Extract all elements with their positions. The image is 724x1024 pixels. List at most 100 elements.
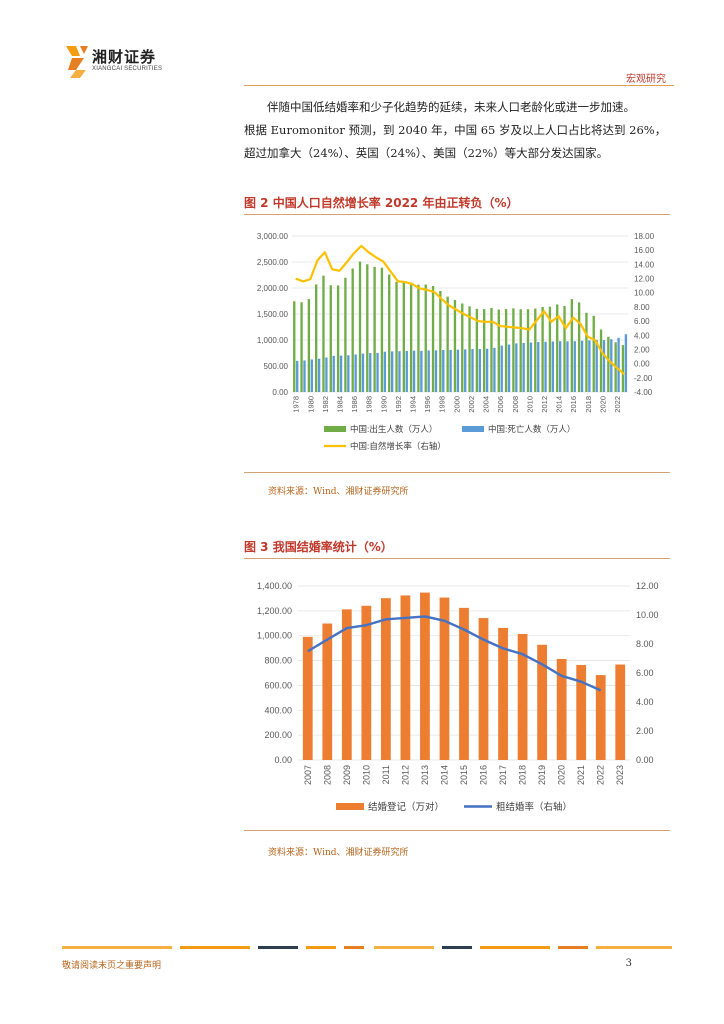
death-bar <box>478 349 481 392</box>
x-tick-label: 2006 <box>496 396 505 413</box>
death-bar <box>595 340 598 392</box>
y-right-tick-label: 0.00 <box>636 755 654 765</box>
paragraph-line: 根据 Euromonitor 预测，到 2040 年，中国 65 岁及以上人口占… <box>244 123 667 137</box>
x-tick-label: 2002 <box>467 396 476 413</box>
birth-bar <box>526 309 530 392</box>
death-bar <box>493 347 496 392</box>
birth-bar <box>497 309 500 392</box>
death-bar <box>325 357 328 392</box>
birth-bar <box>548 306 552 392</box>
figure2-bottom-rule <box>244 472 670 473</box>
x-tick-label: 2021 <box>576 765 586 785</box>
birth-bar <box>336 285 340 392</box>
marriage-bar <box>478 618 489 760</box>
y-left-tick-label: 1,000.00 <box>257 336 289 345</box>
x-tick-label: 2017 <box>498 765 508 785</box>
death-bar <box>427 350 430 392</box>
marriage-bar <box>361 605 372 760</box>
figure3-bottom-rule <box>244 830 670 831</box>
death-bar <box>442 350 445 392</box>
marriage-bar <box>595 675 606 760</box>
y-right-tick-label: 12.00 <box>634 275 655 284</box>
birth-bar <box>512 308 515 392</box>
figure2-source: 资料来源：Wind、湘财证券研究所 <box>268 487 409 497</box>
logo-mark-icon <box>66 46 88 78</box>
figure3-source: 资料来源：Wind、湘财证券研究所 <box>268 848 409 858</box>
y-right-tick-label: 14.00 <box>634 260 655 269</box>
y-left-tick-label: 200.00 <box>264 730 292 740</box>
x-tick-label: 2016 <box>569 396 578 413</box>
marriage-bar <box>420 592 430 760</box>
death-bar <box>398 351 401 392</box>
birth-bar <box>541 306 544 392</box>
birth-bar <box>519 309 522 392</box>
y-left-tick-label: 0.00 <box>274 755 292 765</box>
birth-bar <box>329 285 332 392</box>
y-right-tick-label: 0.00 <box>634 360 650 369</box>
birth-bar <box>621 345 625 392</box>
death-bar <box>310 359 313 392</box>
death-bar <box>602 340 606 392</box>
y-right-tick-label: 10.00 <box>634 289 655 298</box>
birth-bar <box>300 302 303 392</box>
y-right-tick-label: 4.00 <box>636 697 654 707</box>
x-tick-label: 2010 <box>361 765 371 785</box>
logo-text-cn: 湘财证券 <box>92 48 157 66</box>
death-bar <box>537 342 540 392</box>
x-tick-label: 2018 <box>518 765 528 785</box>
birth-bar <box>307 299 311 392</box>
legend-label: 中国:出生人数（万人） <box>350 424 437 434</box>
marriage-bar <box>498 627 508 760</box>
birth-bar <box>475 308 479 392</box>
death-bar <box>617 337 620 392</box>
y-left-tick-label: 800.00 <box>264 656 292 666</box>
death-bar <box>588 340 591 392</box>
legend-label: 粗结婚率（右轴） <box>496 801 572 813</box>
figure3-top-rule <box>244 558 670 559</box>
x-tick-label: 1988 <box>365 396 374 413</box>
footer-decorative-rule <box>62 946 672 949</box>
growth-rate-line <box>295 244 626 376</box>
death-bar <box>317 358 321 392</box>
death-bar <box>529 342 533 392</box>
y-right-tick-label: 6.00 <box>636 668 654 678</box>
birth-bar <box>592 315 595 392</box>
birth-bar <box>534 308 537 392</box>
death-bar <box>420 350 423 392</box>
marriage-bar <box>322 623 333 760</box>
company-logo: 湘财证券 XIANGCAI SECURITIES <box>62 42 172 82</box>
birth-bar <box>373 266 376 392</box>
marriage-bar <box>615 664 626 760</box>
x-tick-label: 1990 <box>379 396 388 413</box>
birth-bar <box>380 267 384 392</box>
marriage-bar <box>459 607 469 760</box>
y-left-tick-label: 2,500.00 <box>257 258 289 267</box>
paragraph-line: 超过加拿大（24%）、英国（24%）、美国（22%）等大部分发达国家。 <box>244 146 609 160</box>
x-tick-label: 2000 <box>452 396 461 413</box>
death-bar <box>610 339 613 392</box>
x-tick-label: 2007 <box>303 765 313 785</box>
death-bar <box>434 350 438 392</box>
birth-bar <box>599 329 603 392</box>
y-left-tick-label: 1,500.00 <box>257 310 289 319</box>
marriage-bar <box>439 597 450 760</box>
y-left-tick-label: 3,000.00 <box>257 232 289 241</box>
death-bar <box>624 334 628 392</box>
y-right-tick-label: -2.00 <box>634 374 653 383</box>
death-bar <box>515 343 518 392</box>
birth-bar <box>556 304 559 392</box>
birth-bar <box>504 309 508 392</box>
x-tick-label: 2020 <box>598 396 607 413</box>
x-tick-label: 2016 <box>479 765 489 785</box>
y-right-tick-label: 8.00 <box>634 303 650 312</box>
y-left-tick-label: 0.00 <box>272 388 288 397</box>
x-tick-label: 2014 <box>555 396 564 413</box>
legend-swatch-marriages <box>336 803 364 810</box>
death-bar <box>303 360 306 392</box>
birth-bar <box>577 302 581 392</box>
birth-bar <box>585 312 588 392</box>
death-bar <box>558 341 562 392</box>
figure2-top-rule <box>244 214 670 215</box>
birth-bar <box>563 305 566 392</box>
death-bar <box>544 341 547 392</box>
